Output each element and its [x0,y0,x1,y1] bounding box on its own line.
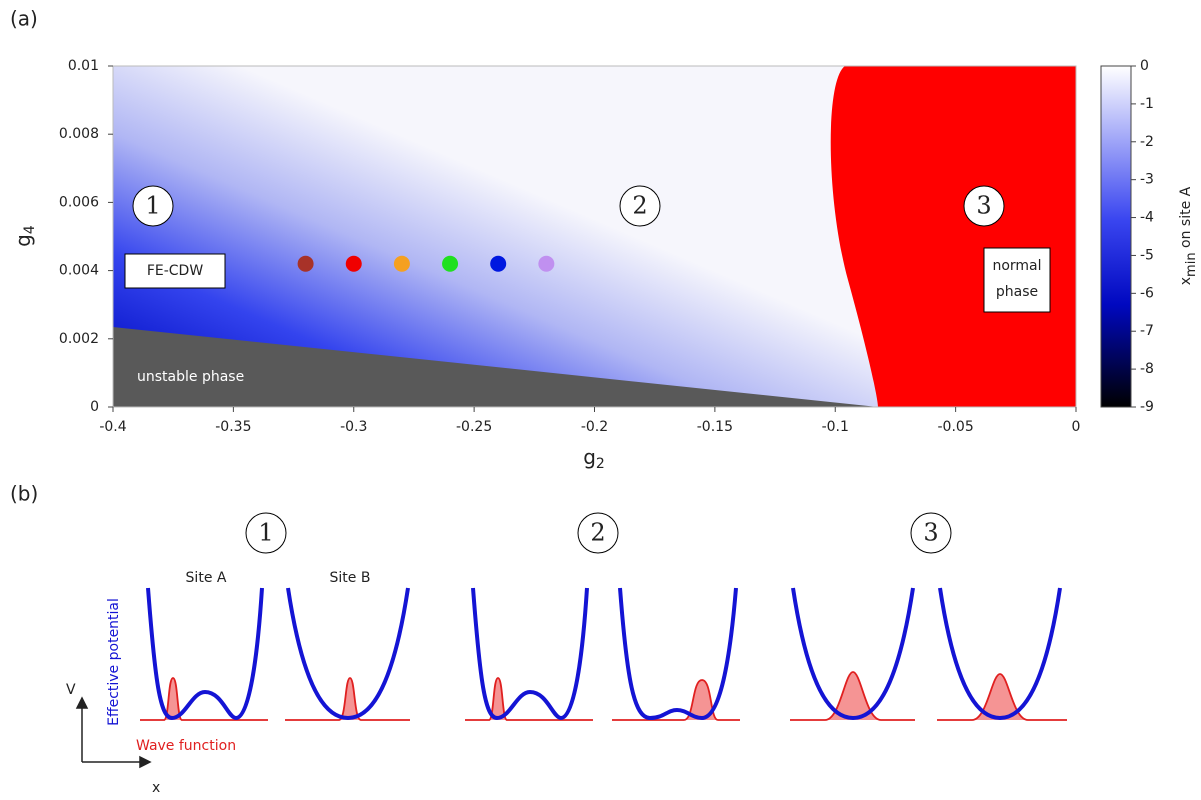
x-tick-label: -0.1 [822,419,849,435]
y-axis-sub: 4 [22,225,38,234]
region-label: 3 [923,519,938,547]
heatmap [113,66,1076,407]
x-tick-label: -0.3 [340,419,367,435]
point [442,256,458,272]
annotation: phase [996,284,1038,300]
y-tick-label: 0.006 [59,194,99,210]
region-label: 1 [145,192,160,220]
point [298,256,314,272]
colorbar-tick-label: -1 [1140,96,1154,112]
point [490,256,506,272]
y-tick-label: 0.01 [68,58,99,74]
colorbar-tick-label: -4 [1140,210,1154,226]
y-tick-label: 0.004 [59,263,99,279]
y-tick-label: 0 [90,399,99,415]
x-tick-label: -0.25 [456,419,492,435]
x-tick-label: -0.15 [697,419,733,435]
region-label: 2 [632,192,647,220]
region-label: 2 [590,519,605,547]
annotation: unstable phase [137,369,244,385]
wave-label: Wave function [136,738,236,754]
x-axis-sub: 2 [596,456,605,472]
axis-label: V [66,682,76,698]
axis-label: x [152,780,160,796]
colorbar-tick-label: -3 [1140,172,1154,188]
figure: (a) FE-CDW unstable phase normal phase 1… [0,0,1201,800]
region-label: 1 [258,519,273,547]
site-label: Site A [186,570,227,586]
colorbar-tick-label: -5 [1140,247,1154,263]
colorbar-tick-label: -2 [1140,134,1154,150]
point [394,256,410,272]
annotation: normal [992,258,1041,274]
potential-label: Effective potential [106,598,122,726]
y-tick-label: 0.008 [59,126,99,142]
colorbar-tick-label: -6 [1140,285,1154,301]
x-tick-label: -0.35 [215,419,251,435]
colorbar-label: xmin on site A [1178,186,1199,285]
colorbar [1101,66,1131,407]
x-axis-label: g2 [583,445,605,473]
colorbar-tick-label: -8 [1140,361,1154,377]
colorbar-tick-label: -7 [1140,323,1154,339]
x-tick-label: -0.05 [938,419,974,435]
site-label: Site B [330,570,371,586]
point [538,256,554,272]
region-label: 3 [976,192,991,220]
x-tick-label: 0 [1072,419,1081,435]
x-axis-label: g [583,445,596,469]
panel-label: (a) [10,7,38,31]
point [346,256,362,272]
x-tick-label: -0.2 [581,419,608,435]
x-tick-label: -0.4 [99,419,126,435]
colorbar-label-sub: min [1184,252,1199,277]
colorbar-tick-label: 0 [1140,58,1149,74]
colorbar-label: x [1178,277,1194,285]
wells [140,588,1067,720]
colorbar-tick-label: -9 [1140,399,1154,415]
y-axis-label: g4 [11,225,39,247]
y-tick-label: 0.002 [59,331,99,347]
colorbar-label-rest: on site A [1178,186,1194,252]
panel-label: (b) [10,482,38,506]
y-axis-label: g [11,234,35,247]
annotation: FE-CDW [147,263,204,279]
